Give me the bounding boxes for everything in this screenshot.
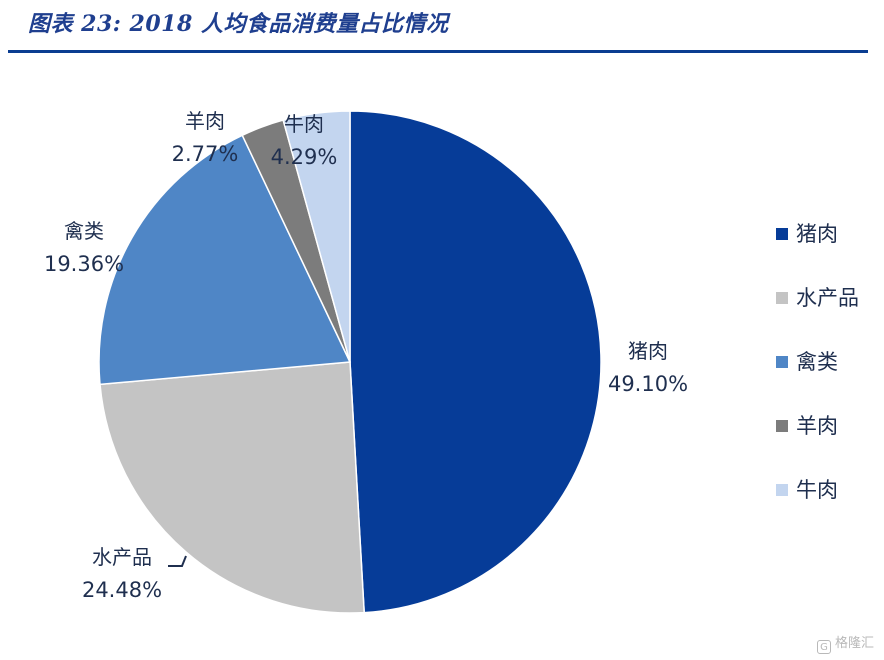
pie-labels: 猪肉 49.10% 水产品 24.48% 禽类 19.36% 羊肉 2.77% 牛肉 4.29% <box>44 109 688 602</box>
watermark: G 格隆汇 <box>816 632 874 654</box>
slice-name-label-2: 水产品 <box>92 545 152 569</box>
pie-slices <box>98 110 602 614</box>
legend-swatch-1 <box>776 228 788 240</box>
slice-value-label-4: 2.77% <box>172 142 239 166</box>
leader-line <box>168 555 187 567</box>
page-title: 图表 23: 2018 人均食品消费量占比情况 <box>28 11 449 37</box>
pie-slice-5 <box>282 110 351 363</box>
legend-label-1: 猪肉 <box>796 222 838 246</box>
slice-value-label-1: 49.10% <box>608 372 688 396</box>
slice-name-label-4: 羊肉 <box>185 109 225 133</box>
slice-name-label-1: 猪肉 <box>628 339 668 363</box>
slice-name-label-5: 牛肉 <box>284 112 324 136</box>
legend-label-5: 牛肉 <box>796 478 838 502</box>
pie-slice-2 <box>99 361 365 614</box>
legend-swatch-3 <box>776 356 788 368</box>
legend-swatch-5 <box>776 484 788 496</box>
legend-swatch-4 <box>776 420 788 432</box>
slice-value-label-5: 4.29% <box>271 145 338 169</box>
legend-label-3: 禽类 <box>796 350 838 374</box>
watermark-logo-icon: G <box>816 640 831 654</box>
title-divider <box>8 50 868 53</box>
pie-slice-3 <box>98 134 352 386</box>
legend-swatch-2 <box>776 292 788 304</box>
slice-value-label-2: 24.48% <box>82 578 162 602</box>
slice-name-label-3: 禽类 <box>64 219 104 243</box>
watermark-text: 格隆汇 <box>834 636 874 651</box>
legend-label-4: 羊肉 <box>796 414 838 438</box>
slice-value-label-3: 19.36% <box>44 252 124 276</box>
legend-label-2: 水产品 <box>796 286 859 310</box>
pie-slice-1 <box>349 110 602 614</box>
